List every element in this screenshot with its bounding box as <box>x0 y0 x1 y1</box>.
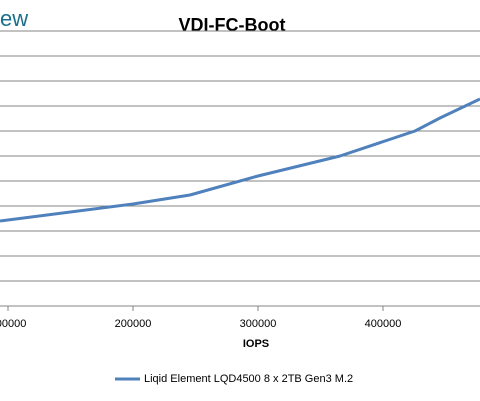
chart-title: VDI-FC-Boot <box>179 15 286 35</box>
x-axis-label: IOPS <box>243 338 269 350</box>
x-tick-label: 400000 <box>365 318 402 330</box>
logo: ew <box>0 6 28 31</box>
x-tick-label: 300000 <box>240 318 277 330</box>
x-tick-label: 200000 <box>115 318 152 330</box>
legend-label: Liqid Element LQD4500 8 x 2TB Gen3 M.2 <box>144 373 353 385</box>
data-line <box>0 97 480 223</box>
x-tick-label: 100000 <box>0 318 26 330</box>
